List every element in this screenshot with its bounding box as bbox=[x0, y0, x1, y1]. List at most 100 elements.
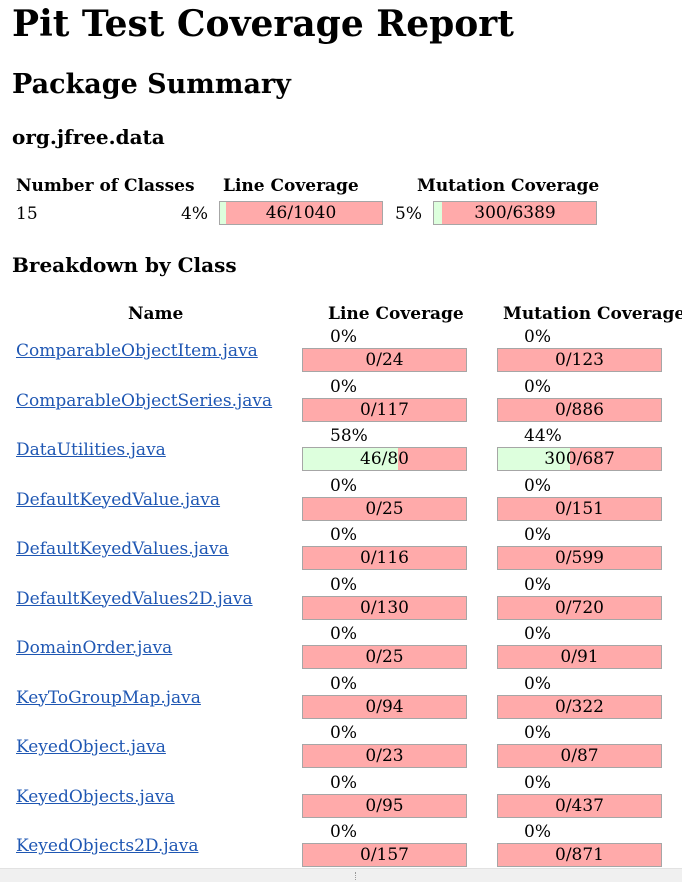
mutation-coverage-value: 0/322 bbox=[555, 696, 604, 717]
table-row: ComparableObjectSeries.java 0% 0/117 0% 0/88… bbox=[0, 374, 682, 424]
line-coverage-percent: 0% bbox=[330, 624, 357, 644]
class-link[interactable]: ComparableObjectItem.java bbox=[16, 341, 258, 361]
table-row: KeyToGroupMap.java 0% 0/94 0% 0/322 bbox=[0, 671, 682, 721]
mutation-coverage-percent: 0% bbox=[524, 475, 551, 496]
page-title: Pit Test Coverage Report bbox=[12, 3, 514, 45]
mutation-coverage-percent: 0% bbox=[524, 327, 551, 347]
class-link[interactable]: DomainOrder.java bbox=[16, 638, 173, 658]
mutation-coverage-bar: 0/123 bbox=[497, 348, 662, 372]
line-coverage-value: 0/24 bbox=[365, 350, 404, 370]
class-link[interactable]: KeyedObjects.java bbox=[16, 786, 175, 807]
mutation-coverage-bar: 0/599 bbox=[497, 546, 662, 570]
mutation-coverage-value: 0/91 bbox=[560, 647, 599, 667]
mutation-coverage-bar: 0/871 bbox=[497, 843, 662, 867]
class-link[interactable]: ComparableObjectSeries.java bbox=[16, 390, 273, 411]
class-link[interactable]: KeyedObjects2D.java bbox=[16, 836, 199, 856]
mutation-coverage-value: 0/151 bbox=[555, 498, 604, 519]
summary-line-coverage-value: 46/1040 bbox=[265, 203, 337, 223]
line-coverage-percent: 0% bbox=[330, 673, 357, 694]
mutation-coverage-percent: 0% bbox=[524, 673, 551, 694]
line-coverage-bar: 0/25 bbox=[302, 645, 467, 669]
line-coverage-bar: 0/24 bbox=[302, 348, 467, 372]
class-link[interactable]: DefaultKeyedValues2D.java bbox=[16, 588, 253, 609]
table-row: KeyedObject.java 0% 0/23 0% 0/87 bbox=[0, 720, 682, 770]
mutation-coverage-value: 0/123 bbox=[555, 350, 604, 370]
summary-mutation-coverage-fill bbox=[434, 202, 443, 224]
mutation-coverage-percent: 0% bbox=[524, 376, 551, 397]
line-coverage-value: 0/117 bbox=[360, 399, 409, 420]
line-coverage-bar: 0/23 bbox=[302, 744, 467, 768]
summary-line-coverage-fill bbox=[220, 202, 227, 224]
mutation-coverage-value: 0/720 bbox=[555, 597, 604, 618]
mutation-coverage-percent: 0% bbox=[524, 624, 551, 644]
class-link[interactable]: KeyToGroupMap.java bbox=[16, 687, 201, 708]
table-row: ComparableObjectItem.java 0% 0/24 0% 0/123 bbox=[0, 324, 682, 374]
line-coverage-bar: 0/117 bbox=[302, 397, 467, 422]
column-header-line: Line Coverage bbox=[328, 304, 464, 324]
mutation-coverage-value: 0/599 bbox=[555, 548, 604, 568]
mutation-coverage-bar: 300/687 bbox=[497, 447, 662, 471]
table-row: DataUtilities.java 58% 46/80 44% 300/687 bbox=[0, 423, 682, 473]
line-coverage-bar: 0/157 bbox=[302, 843, 467, 867]
mutation-coverage-percent: 44% bbox=[524, 426, 562, 446]
summary-header-mutation: Mutation Coverage bbox=[417, 176, 600, 196]
line-coverage-percent: 0% bbox=[330, 475, 357, 496]
line-coverage-bar: 0/25 bbox=[302, 496, 467, 521]
mutation-coverage-value: 300/687 bbox=[544, 449, 615, 469]
table-row: DefaultKeyedValues.java 0% 0/116 0% 0/599 bbox=[0, 522, 682, 572]
class-link[interactable]: DefaultKeyedValue.java bbox=[16, 489, 221, 510]
column-header-mutation: Mutation Coverage bbox=[503, 304, 682, 324]
horizontal-scrollbar[interactable] bbox=[0, 868, 682, 882]
summary-header-line: Line Coverage bbox=[223, 176, 359, 196]
line-coverage-bar: 46/80 bbox=[302, 447, 467, 471]
line-coverage-percent: 0% bbox=[330, 723, 357, 743]
mutation-coverage-bar: 0/437 bbox=[497, 793, 662, 818]
package-summary-table: Number of Classes Line Coverage Mutation… bbox=[16, 174, 616, 230]
line-coverage-percent: 0% bbox=[330, 822, 357, 842]
line-coverage-percent: 0% bbox=[330, 525, 357, 545]
scrollbar-grip-icon[interactable] bbox=[355, 872, 358, 880]
column-header-name: Name bbox=[128, 304, 184, 324]
line-coverage-percent: 58% bbox=[330, 426, 368, 446]
table-row: KeyedObjects2D.java 0% 0/157 0% 0/871 bbox=[0, 819, 682, 869]
mutation-coverage-bar: 0/151 bbox=[497, 496, 662, 521]
mutation-coverage-bar: 0/87 bbox=[497, 744, 662, 768]
line-coverage-value: 0/95 bbox=[365, 795, 404, 816]
table-row: DomainOrder.java 0% 0/25 0% 0/91 bbox=[0, 621, 682, 671]
mutation-coverage-value: 0/87 bbox=[560, 746, 599, 766]
summary-line-coverage-bar: 46/1040 bbox=[219, 201, 383, 225]
mutation-coverage-percent: 0% bbox=[524, 525, 551, 545]
line-coverage-percent: 0% bbox=[330, 574, 357, 595]
mutation-coverage-bar: 0/886 bbox=[497, 397, 662, 422]
mutation-coverage-percent: 0% bbox=[524, 574, 551, 595]
mutation-coverage-bar: 0/720 bbox=[497, 595, 662, 620]
line-coverage-value: 0/25 bbox=[365, 498, 404, 519]
mutation-coverage-bar: 0/91 bbox=[497, 645, 662, 669]
class-link[interactable]: DataUtilities.java bbox=[16, 440, 166, 460]
line-coverage-value: 0/130 bbox=[360, 597, 409, 618]
class-link[interactable]: KeyedObject.java bbox=[16, 737, 166, 757]
summary-header-classes: Number of Classes bbox=[16, 176, 195, 196]
package-name: org.jfree.data bbox=[12, 125, 165, 149]
line-coverage-bar: 0/94 bbox=[302, 694, 467, 719]
table-row: DefaultKeyedValue.java 0% 0/25 0% 0/151 bbox=[0, 473, 682, 523]
mutation-coverage-percent: 0% bbox=[524, 822, 551, 842]
summary-mutation-coverage-bar: 300/6389 bbox=[433, 201, 597, 225]
table-row: DefaultKeyedValues2D.java 0% 0/130 0% 0/720 bbox=[0, 572, 682, 622]
line-coverage-bar: 0/116 bbox=[302, 546, 467, 570]
mutation-coverage-percent: 0% bbox=[524, 723, 551, 743]
line-coverage-value: 0/25 bbox=[365, 647, 404, 667]
mutation-coverage-value: 0/871 bbox=[555, 845, 604, 865]
mutation-coverage-bar: 0/322 bbox=[497, 694, 662, 719]
line-coverage-bar: 0/95 bbox=[302, 793, 467, 818]
mutation-coverage-value: 0/886 bbox=[555, 399, 604, 420]
line-coverage-percent: 0% bbox=[330, 772, 357, 793]
package-summary-heading: Package Summary bbox=[12, 69, 291, 100]
line-coverage-percent: 0% bbox=[330, 327, 357, 347]
mutation-coverage-fill bbox=[498, 448, 570, 470]
class-link[interactable]: DefaultKeyedValues.java bbox=[16, 539, 229, 559]
mutation-coverage-value: 0/437 bbox=[555, 795, 604, 816]
line-coverage-value: 0/157 bbox=[360, 845, 409, 865]
line-coverage-fill bbox=[303, 448, 398, 470]
summary-line-percent: 4% bbox=[181, 204, 208, 224]
